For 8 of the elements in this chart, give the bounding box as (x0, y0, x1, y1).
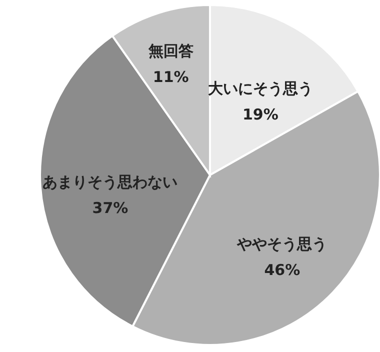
data-label: 19% (242, 106, 278, 124)
slice-label: ややそう思う (236, 235, 328, 254)
data-label: 11% (152, 68, 189, 86)
slice-label: 大いにそう思う (208, 80, 313, 98)
data-label: 37% (92, 198, 128, 217)
slice-label: あまりそう思わない (42, 172, 178, 191)
slice-label: 無回答 (147, 42, 194, 60)
data-label: 46% (264, 261, 300, 280)
